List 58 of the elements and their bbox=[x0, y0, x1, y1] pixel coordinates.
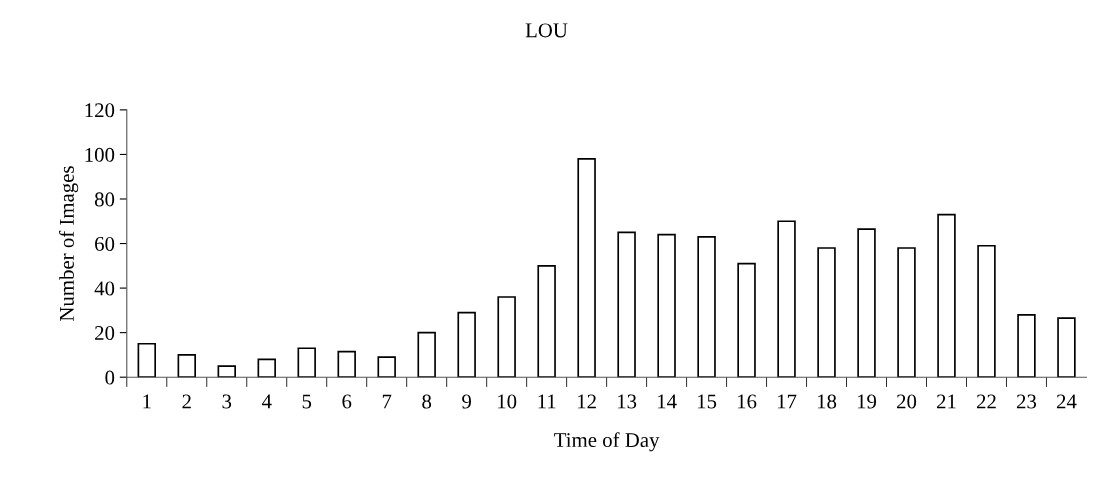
chart-title: LOU bbox=[525, 23, 568, 38]
x-tick-label: 9 bbox=[462, 394, 472, 409]
bar bbox=[857, 228, 876, 378]
x-tick-label: 1 bbox=[143, 394, 151, 409]
bar bbox=[497, 296, 516, 378]
bar bbox=[977, 244, 996, 378]
x-tick-label: 2 bbox=[182, 394, 191, 409]
x-tick-label: 19 bbox=[857, 394, 877, 409]
bar bbox=[177, 354, 196, 378]
x-tick-label: 13 bbox=[618, 394, 637, 409]
bar bbox=[617, 231, 636, 378]
bar bbox=[457, 311, 476, 378]
x-tick-label: 11 bbox=[538, 394, 556, 409]
bar bbox=[217, 365, 236, 378]
x-tick-label: 7 bbox=[382, 394, 392, 409]
y-tick-label: 20 bbox=[95, 326, 115, 341]
bar bbox=[937, 213, 956, 378]
bar bbox=[697, 236, 716, 378]
x-tick-label: 4 bbox=[261, 394, 272, 409]
bar bbox=[1057, 317, 1076, 378]
bar bbox=[377, 356, 396, 378]
y-tick-label: 80 bbox=[94, 192, 115, 207]
y-tick-label: 0 bbox=[105, 370, 115, 385]
x-tick-label: 15 bbox=[697, 394, 717, 409]
bar bbox=[297, 347, 316, 378]
x-tick-label: 22 bbox=[976, 394, 996, 409]
x-tick-label: 18 bbox=[817, 394, 837, 409]
x-tick-label: 5 bbox=[302, 394, 312, 409]
bar bbox=[737, 262, 756, 378]
bar bbox=[537, 264, 556, 378]
bar bbox=[257, 358, 276, 378]
x-axis-title: Time of Day bbox=[554, 432, 660, 452]
bar bbox=[417, 331, 436, 378]
x-tick-label: 12 bbox=[578, 394, 596, 409]
x-tick-label: 8 bbox=[422, 394, 432, 409]
y-tick-label: 100 bbox=[85, 147, 115, 162]
bar bbox=[657, 233, 676, 378]
x-tick-label: 21 bbox=[936, 394, 956, 409]
y-tick-label: 40 bbox=[94, 281, 115, 296]
bar bbox=[577, 158, 596, 378]
x-tick-label: 6 bbox=[342, 394, 352, 409]
y-tick-label: 120 bbox=[85, 103, 115, 118]
x-tick-label: 14 bbox=[658, 394, 677, 409]
x-tick-label: 3 bbox=[222, 394, 232, 409]
y-axis-title: Number of Images bbox=[59, 166, 79, 322]
x-tick-label: 17 bbox=[777, 394, 797, 409]
x-tick-label: 23 bbox=[1016, 394, 1037, 409]
bar bbox=[817, 247, 836, 378]
x-tick-label: 10 bbox=[498, 394, 517, 409]
x-tick-label: 20 bbox=[897, 394, 917, 409]
bar bbox=[897, 247, 916, 378]
bar bbox=[777, 220, 796, 378]
bar bbox=[1017, 313, 1036, 378]
bar bbox=[137, 342, 157, 378]
y-tick-label: 60 bbox=[95, 236, 115, 251]
x-tick-label: 16 bbox=[737, 394, 757, 409]
bar bbox=[337, 350, 356, 378]
x-tick-label: 24 bbox=[1056, 394, 1077, 409]
